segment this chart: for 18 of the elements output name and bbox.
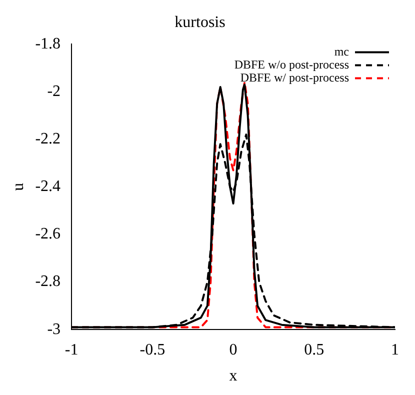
x-tick-label: 0.5 [304, 341, 324, 358]
y-tick-label: -2.4 [35, 178, 61, 196]
y-tick-label: -2.8 [35, 273, 61, 290]
y-axis-title: u [10, 182, 27, 191]
x-axis-title: x [229, 368, 238, 385]
x-tick-label: -0.5 [140, 341, 166, 358]
y-tick-label: -2 [47, 82, 61, 100]
legend-label: DBFE w/o post-process [234, 57, 350, 72]
x-tick-label: -1 [64, 341, 78, 358]
x-tick-label: 0 [229, 341, 238, 358]
y-tick-label: -1.8 [35, 35, 61, 52]
y-tick-label: -2.2 [35, 130, 61, 148]
y-tick-label: -2.6 [35, 226, 61, 243]
chart-title: kurtosis [174, 14, 226, 31]
legend-label: mc [334, 44, 349, 58]
y-tick-label: -3 [47, 320, 61, 338]
legend-label: DBFE w/ post-process [240, 70, 350, 84]
x-tick-label: 1 [391, 341, 399, 358]
